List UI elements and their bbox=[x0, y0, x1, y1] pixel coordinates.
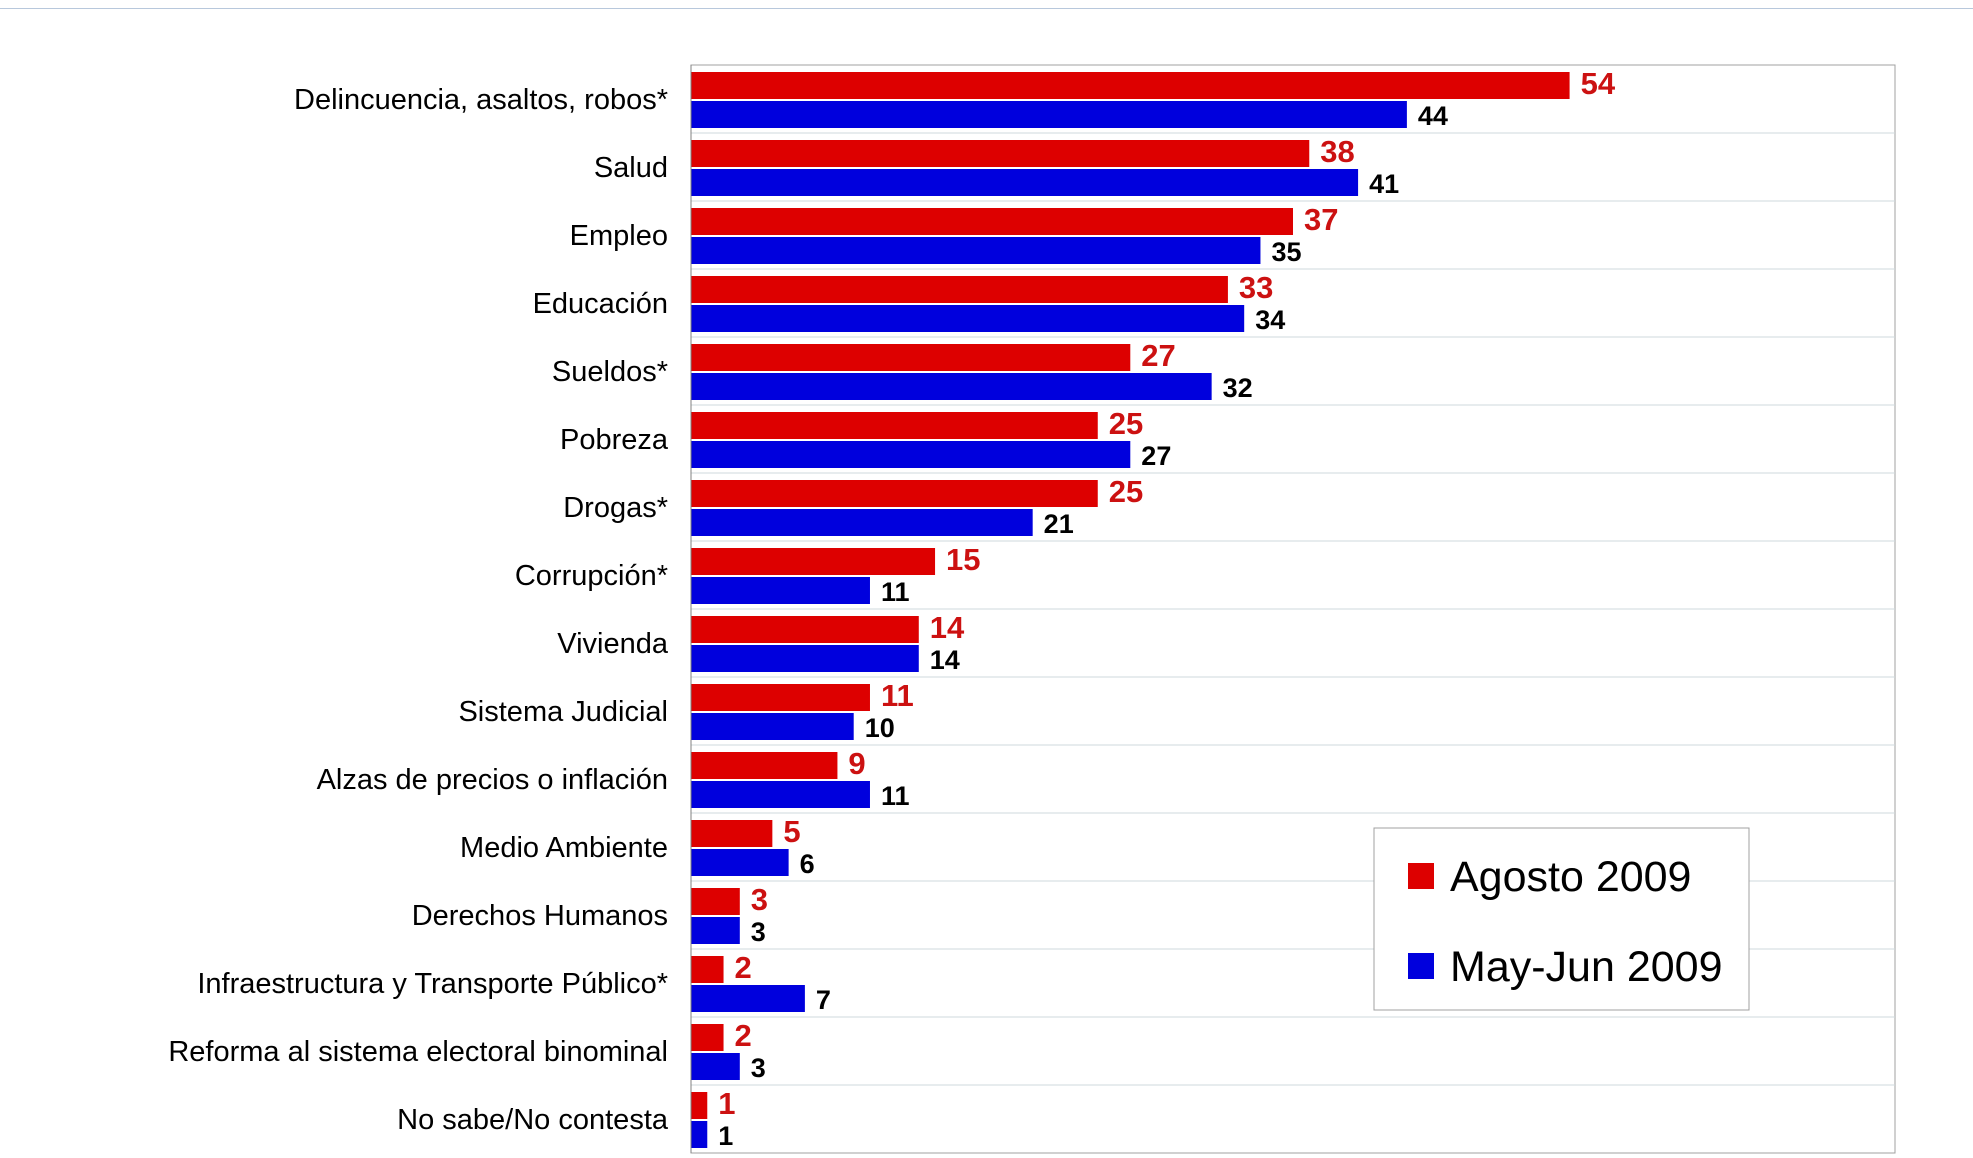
bar-may-jun-2009 bbox=[691, 985, 805, 1012]
bar-may-jun-2009 bbox=[691, 713, 854, 740]
bar-may-jun-2009 bbox=[691, 101, 1407, 128]
value-label-agosto-2009: 38 bbox=[1320, 134, 1354, 169]
category-label: Delincuencia, asaltos, robos* bbox=[294, 84, 668, 116]
category-label: Educación bbox=[533, 288, 668, 320]
bar-agosto-2009 bbox=[691, 412, 1098, 439]
value-label-may-jun-2009: 10 bbox=[865, 713, 895, 743]
bar-agosto-2009 bbox=[691, 72, 1570, 99]
bar-agosto-2009 bbox=[691, 820, 773, 847]
value-label-may-jun-2009: 14 bbox=[930, 645, 960, 675]
value-label-may-jun-2009: 44 bbox=[1418, 101, 1448, 131]
value-label-agosto-2009: 9 bbox=[848, 746, 865, 781]
value-label-agosto-2009: 11 bbox=[881, 678, 914, 713]
category-label: Sueldos* bbox=[552, 356, 668, 388]
bar-may-jun-2009 bbox=[691, 1053, 740, 1080]
bar-may-jun-2009 bbox=[691, 169, 1359, 196]
value-label-agosto-2009: 1 bbox=[718, 1086, 735, 1121]
value-label-may-jun-2009: 7 bbox=[816, 985, 831, 1015]
value-label-agosto-2009: 5 bbox=[783, 814, 800, 849]
value-label-agosto-2009: 3 bbox=[751, 882, 768, 917]
category-label: Pobreza bbox=[560, 424, 669, 456]
value-label-may-jun-2009: 34 bbox=[1255, 305, 1285, 335]
value-label-agosto-2009: 54 bbox=[1581, 66, 1616, 101]
value-label-agosto-2009: 2 bbox=[735, 950, 752, 985]
category-label: Medio Ambiente bbox=[460, 832, 668, 864]
category-label: Empleo bbox=[570, 220, 668, 252]
bar-agosto-2009 bbox=[691, 208, 1293, 235]
legend-box bbox=[1373, 827, 1750, 1011]
bar-agosto-2009 bbox=[691, 548, 936, 575]
category-label: Vivienda bbox=[557, 628, 669, 660]
category-label: Sistema Judicial bbox=[458, 696, 668, 728]
bar-agosto-2009 bbox=[691, 956, 724, 983]
category-label: Salud bbox=[594, 152, 668, 184]
bar-agosto-2009 bbox=[691, 344, 1131, 371]
value-label-may-jun-2009: 11 bbox=[881, 781, 910, 811]
category-label: Corrupción* bbox=[515, 560, 668, 592]
value-label-agosto-2009: 27 bbox=[1141, 338, 1175, 373]
value-label-agosto-2009: 2 bbox=[735, 1018, 752, 1053]
value-label-may-jun-2009: 6 bbox=[800, 849, 815, 879]
bar-agosto-2009 bbox=[691, 480, 1098, 507]
bar-may-jun-2009 bbox=[691, 849, 789, 876]
category-label: Drogas* bbox=[563, 492, 668, 524]
bar-agosto-2009 bbox=[691, 684, 870, 711]
bar-may-jun-2009 bbox=[691, 305, 1245, 332]
legend-label: May-Jun 2009 bbox=[1450, 943, 1723, 991]
bar-may-jun-2009 bbox=[691, 373, 1212, 400]
bar-may-jun-2009 bbox=[691, 917, 740, 944]
bar-may-jun-2009 bbox=[691, 781, 870, 808]
bar-may-jun-2009 bbox=[691, 441, 1131, 468]
value-label-may-jun-2009: 35 bbox=[1271, 237, 1301, 267]
top-border bbox=[0, 0, 1973, 9]
bar-agosto-2009 bbox=[691, 1024, 724, 1051]
value-label-agosto-2009: 25 bbox=[1109, 474, 1143, 509]
legend-swatch bbox=[1408, 863, 1434, 889]
bar-may-jun-2009 bbox=[691, 1121, 708, 1148]
legend-label: Agosto 2009 bbox=[1450, 853, 1691, 901]
bar-may-jun-2009 bbox=[691, 645, 919, 672]
value-label-may-jun-2009: 1 bbox=[718, 1121, 733, 1151]
value-label-agosto-2009: 33 bbox=[1239, 270, 1273, 305]
value-label-may-jun-2009: 11 bbox=[881, 577, 910, 607]
bar-may-jun-2009 bbox=[691, 577, 870, 604]
bar-may-jun-2009 bbox=[691, 509, 1033, 536]
category-label: Derechos Humanos bbox=[412, 900, 668, 932]
legend-swatch bbox=[1408, 953, 1434, 979]
bar-agosto-2009 bbox=[691, 140, 1310, 167]
value-label-agosto-2009: 14 bbox=[930, 610, 965, 645]
category-label: Alzas de precios o inflación bbox=[317, 764, 668, 796]
bar-agosto-2009 bbox=[691, 888, 740, 915]
value-label-may-jun-2009: 3 bbox=[751, 1053, 766, 1083]
bar-agosto-2009 bbox=[691, 616, 919, 643]
value-label-may-jun-2009: 21 bbox=[1044, 509, 1074, 539]
value-label-may-jun-2009: 32 bbox=[1223, 373, 1253, 403]
value-label-may-jun-2009: 41 bbox=[1369, 169, 1399, 199]
category-label: Infraestructura y Transporte Público* bbox=[197, 968, 668, 1000]
value-label-may-jun-2009: 27 bbox=[1141, 441, 1171, 471]
bar-may-jun-2009 bbox=[691, 237, 1261, 264]
category-label: No sabe/No contesta bbox=[397, 1104, 669, 1136]
bar-agosto-2009 bbox=[691, 276, 1228, 303]
category-label: Reforma al sistema electoral binominal bbox=[168, 1036, 668, 1068]
value-label-may-jun-2009: 3 bbox=[751, 917, 766, 947]
value-label-agosto-2009: 25 bbox=[1109, 406, 1143, 441]
value-label-agosto-2009: 15 bbox=[946, 542, 980, 577]
value-label-agosto-2009: 37 bbox=[1304, 202, 1338, 237]
bar-agosto-2009 bbox=[691, 1092, 708, 1119]
bar-agosto-2009 bbox=[691, 752, 838, 779]
